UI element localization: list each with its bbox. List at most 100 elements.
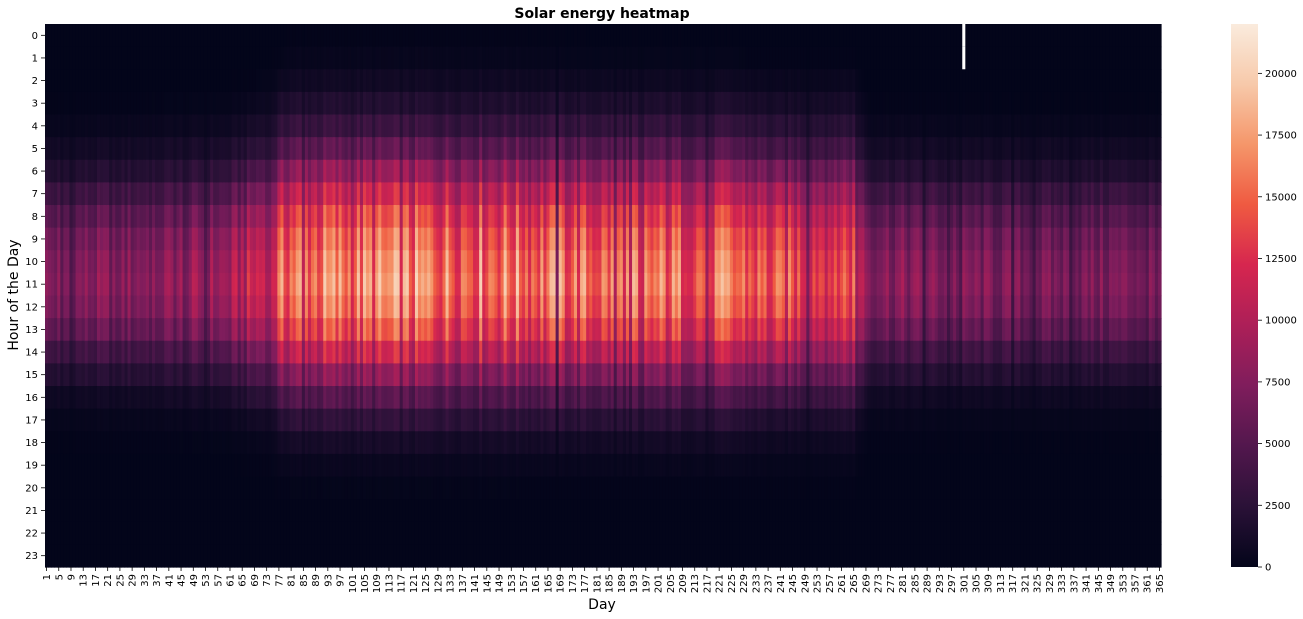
heatmap-cell — [353, 363, 358, 387]
heatmap-cell — [390, 340, 395, 364]
heatmap-cell — [265, 46, 269, 70]
heatmap-cell — [320, 24, 324, 48]
heatmap-cell — [485, 272, 489, 297]
heatmap-cell — [48, 521, 52, 545]
heatmap-cell — [589, 137, 593, 161]
heatmap-cell — [552, 69, 557, 93]
heatmap-cell — [274, 499, 278, 523]
heatmap-cell — [200, 295, 205, 319]
heatmap-cell — [246, 499, 251, 523]
heatmap-cell — [75, 453, 80, 478]
heatmap-cell — [546, 386, 551, 410]
heatmap-cell — [653, 318, 658, 342]
heatmap-cell — [677, 544, 682, 568]
heatmap-cell — [356, 318, 361, 342]
heatmap-cell — [200, 137, 205, 161]
heatmap-cell — [625, 499, 630, 523]
heatmap-cell — [268, 499, 272, 523]
heatmap-cell — [356, 408, 361, 432]
heatmap-cell — [240, 544, 245, 568]
heatmap-cell — [63, 544, 68, 568]
heatmap-cell — [286, 295, 291, 319]
heatmap-cell — [148, 159, 153, 183]
heatmap-cell — [515, 521, 520, 545]
heatmap-cell — [359, 386, 364, 410]
heatmap-cell — [531, 250, 535, 274]
heatmap-cell — [292, 250, 297, 274]
heatmap-cell — [659, 521, 664, 545]
heatmap-cell — [583, 205, 587, 229]
heatmap-cell — [448, 318, 453, 342]
heatmap-cell — [470, 69, 474, 93]
heatmap-cell — [515, 24, 520, 48]
heatmap-cell — [482, 159, 486, 183]
heatmap-cell — [188, 363, 193, 387]
heatmap-cell — [155, 318, 159, 342]
heatmap-cell — [482, 476, 486, 500]
heatmap-cell — [54, 431, 58, 455]
heatmap-cell — [399, 46, 404, 70]
heatmap-cell — [51, 159, 55, 183]
heatmap-cell — [555, 386, 560, 410]
heatmap-cell — [216, 295, 220, 319]
heatmap-cell — [378, 91, 382, 116]
heatmap-cell — [246, 69, 251, 93]
heatmap-cell — [133, 318, 138, 342]
heatmap-cell — [647, 431, 651, 455]
heatmap-cell — [222, 137, 226, 161]
heatmap-cell — [246, 521, 251, 545]
heatmap-cell — [200, 386, 205, 410]
heatmap-cell — [87, 24, 92, 48]
heatmap-cell — [286, 499, 291, 523]
heatmap-cell — [518, 24, 523, 48]
heatmap-cell — [317, 91, 321, 116]
heatmap-cell — [668, 295, 673, 319]
heatmap-cell — [561, 363, 566, 387]
heatmap-cell — [182, 272, 187, 297]
heatmap-cell — [173, 295, 178, 319]
heatmap-cell — [185, 476, 190, 500]
heatmap-cell — [78, 318, 83, 342]
heatmap-cell — [534, 340, 538, 364]
heatmap-cell — [286, 453, 291, 478]
heatmap-cell — [133, 453, 138, 478]
heatmap-cell — [653, 521, 658, 545]
heatmap-cell — [525, 431, 529, 455]
heatmap-cell — [622, 159, 627, 183]
heatmap-cell — [344, 272, 349, 297]
heatmap-cell — [152, 46, 156, 70]
heatmap-cell — [277, 499, 282, 523]
heatmap-cell — [304, 295, 309, 319]
heatmap-cell — [265, 227, 269, 251]
heatmap-cell — [521, 363, 526, 387]
heatmap-cell — [139, 250, 144, 274]
heatmap-cell — [173, 386, 178, 410]
heatmap-cell — [671, 521, 676, 545]
heatmap-cell — [641, 114, 645, 138]
heatmap-cell — [375, 114, 379, 138]
heatmap-cell — [531, 272, 535, 297]
heatmap-cell — [473, 114, 477, 138]
heatmap-cell — [161, 544, 165, 568]
heatmap-cell — [674, 46, 679, 70]
heatmap-cell — [671, 91, 676, 116]
heatmap-cell — [139, 453, 144, 478]
heatmap-cell — [656, 227, 661, 251]
heatmap-cell — [509, 205, 514, 229]
heatmap-cell — [63, 250, 68, 274]
heatmap-cell — [381, 227, 385, 251]
heatmap-cell — [323, 318, 327, 342]
heatmap-cell — [231, 46, 236, 70]
heatmap-cell — [124, 318, 129, 342]
heatmap-cell — [292, 431, 297, 455]
heatmap-cell — [231, 544, 236, 568]
heatmap-cell — [604, 91, 609, 116]
heatmap-cell — [442, 227, 447, 251]
heatmap-cell — [69, 24, 74, 48]
heatmap-cell — [463, 114, 468, 138]
heatmap-cell — [430, 272, 434, 297]
heatmap-cell — [653, 182, 658, 206]
heatmap-cell — [307, 499, 312, 523]
heatmap-cell — [265, 295, 269, 319]
heatmap-cell — [503, 205, 508, 229]
